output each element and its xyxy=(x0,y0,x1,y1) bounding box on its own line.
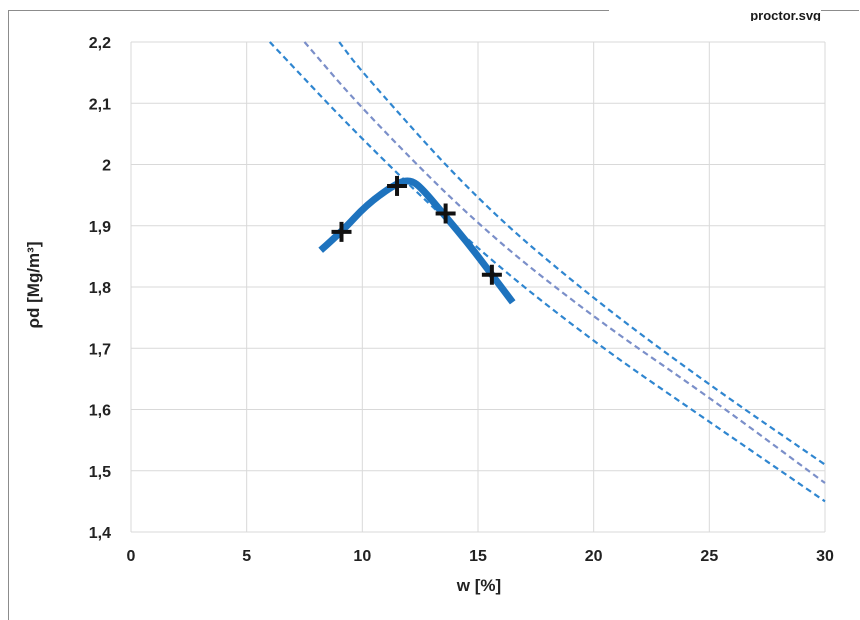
saturation-line xyxy=(303,41,826,484)
y-tick-label: 2,2 xyxy=(89,35,111,52)
saturation-line xyxy=(338,41,826,466)
saturation-line xyxy=(269,41,826,503)
y-tick-label: 1,7 xyxy=(89,341,111,358)
y-tick-labels: 1,4 1,5 1,6 1,7 1,8 1,9 2 2,1 2,2 xyxy=(89,35,111,542)
y-axis-title: ρd [Mg/m³] xyxy=(24,242,43,329)
compaction-curve-line xyxy=(318,177,516,305)
y-tick-label: 1,8 xyxy=(89,280,111,297)
y-tick-label: 1,6 xyxy=(89,403,111,420)
data-markers xyxy=(331,175,502,285)
x-tick-label: 30 xyxy=(816,548,834,565)
data-point-marker xyxy=(435,203,456,224)
figure-caption: proctor.svg xyxy=(609,5,821,21)
compaction-curve xyxy=(318,177,516,305)
x-tick-label: 20 xyxy=(585,548,603,565)
x-tick-label: 15 xyxy=(469,548,487,565)
chart-frame: proctor.svg xyxy=(8,5,859,620)
saturation-lines xyxy=(269,41,826,503)
data-point-marker xyxy=(387,175,408,196)
data-point-marker xyxy=(331,221,352,242)
y-tick-label: 1,9 xyxy=(89,219,111,236)
grid-lines xyxy=(130,41,826,533)
x-tick-label: 5 xyxy=(242,548,251,565)
y-tick-label: 2 xyxy=(102,158,111,175)
x-tick-labels: 0 5 10 15 20 25 30 xyxy=(127,548,834,565)
y-tick-label: 1,4 xyxy=(89,525,111,542)
x-tick-label: 0 xyxy=(127,548,136,565)
y-tick-label: 1,5 xyxy=(89,464,111,481)
data-point-marker xyxy=(481,264,502,285)
x-axis-title: w [%] xyxy=(456,576,501,595)
y-tick-label: 2,1 xyxy=(89,96,111,113)
x-tick-label: 10 xyxy=(353,548,371,565)
x-tick-label: 25 xyxy=(700,548,718,565)
